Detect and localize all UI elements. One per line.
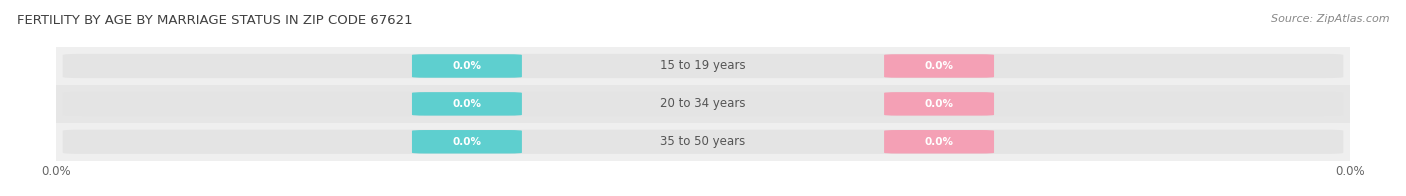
FancyBboxPatch shape <box>412 54 522 78</box>
FancyBboxPatch shape <box>884 92 994 116</box>
FancyBboxPatch shape <box>63 54 1343 78</box>
Text: 0.0%: 0.0% <box>925 61 953 71</box>
Text: 0.0%: 0.0% <box>453 61 481 71</box>
FancyBboxPatch shape <box>412 130 522 153</box>
FancyBboxPatch shape <box>884 54 994 78</box>
Text: 0.0%: 0.0% <box>453 137 481 147</box>
Text: FERTILITY BY AGE BY MARRIAGE STATUS IN ZIP CODE 67621: FERTILITY BY AGE BY MARRIAGE STATUS IN Z… <box>17 14 412 27</box>
Text: 0.0%: 0.0% <box>925 137 953 147</box>
Bar <box>56 47 1350 85</box>
FancyBboxPatch shape <box>412 92 522 116</box>
FancyBboxPatch shape <box>884 130 994 153</box>
FancyBboxPatch shape <box>63 130 1343 154</box>
Text: Source: ZipAtlas.com: Source: ZipAtlas.com <box>1271 14 1389 24</box>
Text: 0.0%: 0.0% <box>925 99 953 109</box>
Text: 20 to 34 years: 20 to 34 years <box>661 97 745 110</box>
Text: 15 to 19 years: 15 to 19 years <box>661 60 745 73</box>
Text: 35 to 50 years: 35 to 50 years <box>661 135 745 148</box>
FancyBboxPatch shape <box>63 92 1343 116</box>
Bar <box>56 123 1350 161</box>
Bar <box>56 85 1350 123</box>
Text: 0.0%: 0.0% <box>453 99 481 109</box>
